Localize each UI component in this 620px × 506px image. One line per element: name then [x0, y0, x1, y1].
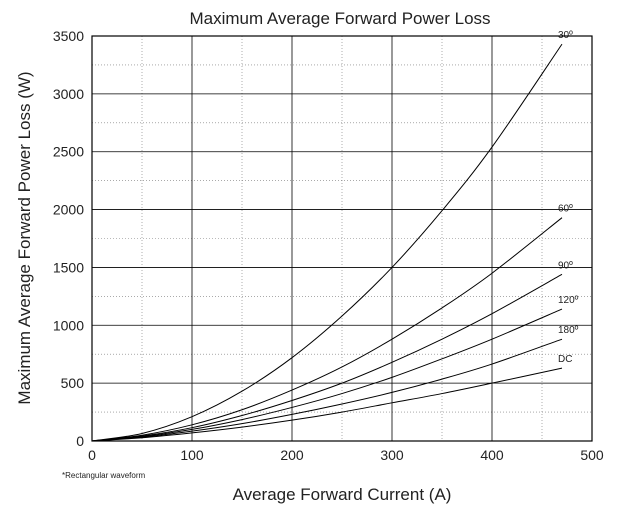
- x-tick-label: 0: [88, 447, 96, 463]
- series-label: 120º: [558, 295, 579, 306]
- grid: [92, 36, 592, 441]
- y-tick-label: 1000: [53, 317, 84, 333]
- y-tick-label: 3000: [53, 86, 84, 102]
- series-label: DC: [558, 354, 572, 365]
- series-line: [92, 368, 562, 441]
- y-tick-label: 0: [76, 433, 84, 449]
- y-tick-label: 500: [61, 375, 85, 391]
- y-tick-label: 2000: [53, 202, 84, 218]
- series-label: 180º: [558, 325, 579, 336]
- curves: [92, 44, 562, 441]
- x-tick-label: 400: [480, 447, 504, 463]
- series-line: [92, 44, 562, 441]
- waveform-note: *Rectangular waveform: [62, 471, 145, 480]
- x-tick-label: 300: [380, 447, 404, 463]
- series-line: [92, 274, 562, 441]
- x-tick-label: 500: [580, 447, 604, 463]
- series-label: 60º: [558, 204, 573, 215]
- chart-title: Maximum Average Forward Power Loss: [189, 9, 490, 28]
- y-tick-label: 2500: [53, 144, 84, 160]
- series-label: 90º: [558, 260, 573, 271]
- y-tick-label: 1500: [53, 259, 84, 275]
- x-tick-label: 200: [280, 447, 304, 463]
- y-tick-label: 3500: [53, 28, 84, 44]
- y-axis-label: Maximum Average Forward Power Loss (W): [15, 71, 34, 404]
- x-axis-label: Average Forward Current (A): [233, 485, 452, 504]
- x-tick-label: 100: [180, 447, 204, 463]
